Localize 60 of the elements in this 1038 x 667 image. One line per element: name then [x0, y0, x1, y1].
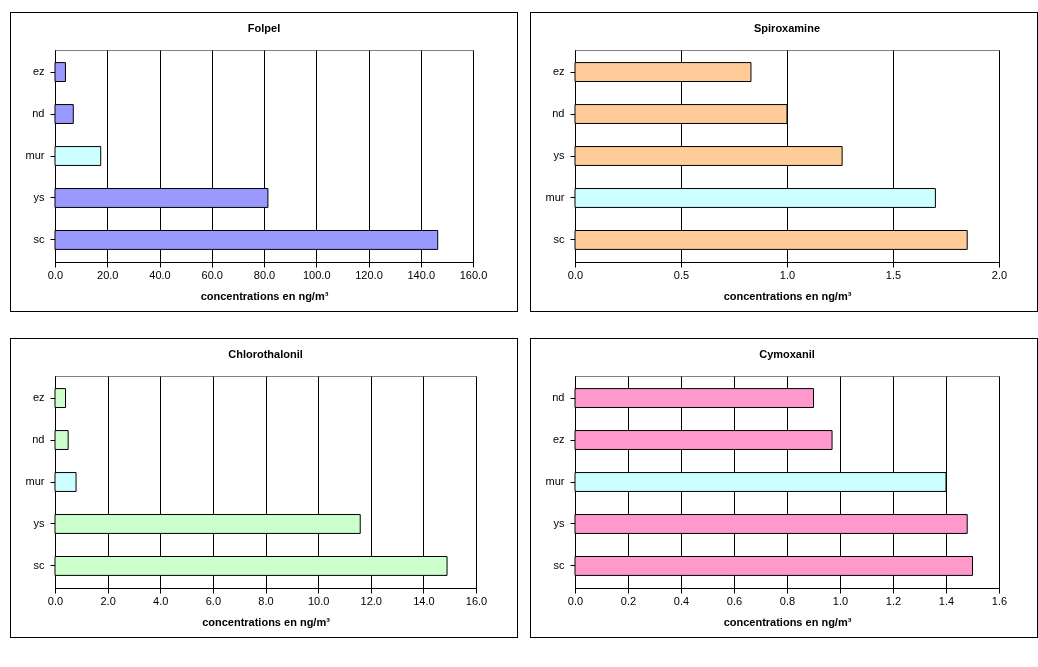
y-tick-label: sc — [553, 232, 565, 245]
x-tick-label: 60.0 — [201, 268, 223, 281]
y-tick-label: ez — [32, 65, 45, 78]
x-tick-label: 2.0 — [100, 594, 116, 607]
x-tick-label: 0.6 — [726, 594, 743, 607]
x-tick-label: 16.0 — [465, 594, 488, 607]
chart-title: Chlorothalonil — [228, 348, 303, 360]
x-tick-label: 1.0 — [779, 268, 796, 281]
x-tick-label: 0.0 — [47, 268, 64, 281]
y-tick-label: mur — [25, 475, 45, 487]
x-axis-title: concentrations en ng/m³ — [723, 615, 852, 628]
x-tick-label: 20.0 — [97, 268, 119, 281]
y-tick-label: ez — [552, 65, 565, 78]
x-tick-label: 0.0 — [567, 594, 584, 607]
chart-title: Folpel — [247, 22, 281, 34]
y-tick-label: sc — [33, 232, 45, 245]
y-tick-label: nd — [552, 107, 565, 120]
y-tick-label: nd — [32, 433, 45, 446]
y-tick-label: sc — [33, 558, 45, 571]
x-tick-label: 1.2 — [885, 594, 902, 607]
x-tick-label: 120.0 — [355, 268, 383, 281]
y-tick-label: mur — [25, 149, 45, 161]
chart-title: Cymoxanil — [759, 348, 815, 360]
chart-title: Spiroxamine — [753, 22, 821, 34]
x-tick-label: 12.0 — [360, 594, 382, 607]
x-tick-label: 2.0 — [991, 268, 1008, 281]
x-tick-label: 1.5 — [885, 268, 902, 281]
x-tick-label: 14.0 — [413, 594, 435, 607]
x-tick-label: 100.0 — [302, 268, 331, 281]
y-tick-label: sc — [553, 558, 565, 571]
y-tick-label: nd — [32, 107, 45, 120]
x-tick-label: 0.0 — [567, 268, 584, 281]
y-tick-label: ez — [32, 391, 45, 404]
x-tick-label: 6.0 — [205, 594, 222, 607]
x-tick-label: 160.0 — [459, 268, 488, 281]
y-tick-label: ez — [552, 433, 565, 446]
y-tick-label: ys — [553, 516, 565, 529]
x-axis-title: concentrations en ng/m³ — [202, 615, 331, 628]
y-tick-label: mur — [545, 475, 565, 487]
x-axis-title: concentrations en ng/m³ — [723, 289, 852, 302]
y-tick-label: nd — [552, 391, 565, 404]
x-tick-label: 40.0 — [149, 268, 171, 281]
x-tick-label: 140.0 — [407, 268, 436, 281]
x-tick-label: 0.0 — [47, 594, 64, 607]
x-tick-label: 0.8 — [779, 594, 796, 607]
x-tick-label: 0.5 — [673, 268, 690, 281]
x-tick-label: 1.0 — [832, 594, 849, 607]
x-tick-label: 0.4 — [673, 594, 690, 607]
y-tick-label: ys — [553, 149, 565, 161]
x-axis-title: concentrations en ng/m³ — [200, 289, 329, 302]
x-tick-label: 1.6 — [991, 594, 1008, 607]
x-tick-label: 0.2 — [620, 594, 637, 607]
x-tick-label: 80.0 — [253, 268, 276, 281]
y-tick-label: mur — [545, 190, 565, 203]
x-tick-label: 4.0 — [153, 594, 169, 607]
x-tick-label: 10.0 — [307, 594, 330, 607]
x-tick-label: 8.0 — [258, 594, 274, 607]
y-tick-label: ys — [33, 516, 45, 529]
y-tick-label: ys — [33, 190, 45, 203]
x-tick-label: 1.4 — [938, 594, 955, 607]
